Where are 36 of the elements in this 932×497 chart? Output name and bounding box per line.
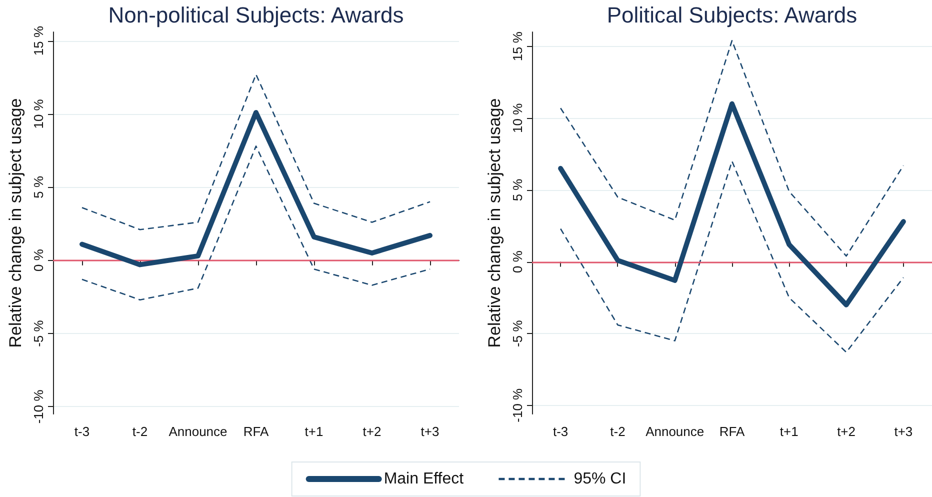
x-tick-label: t-2 xyxy=(132,424,148,439)
legend-label: Main Effect xyxy=(384,470,464,488)
y-tick-label: -10 % xyxy=(31,389,46,424)
x-tick-label: t-3 xyxy=(552,424,568,439)
y-tick-label: 10 % xyxy=(510,102,525,133)
y-tick-label: -5 % xyxy=(31,320,46,347)
y-tick-label: 5 % xyxy=(31,176,46,198)
y-tick-label: 10 % xyxy=(31,98,46,129)
y-axis-title: Relative change in subject usage xyxy=(485,98,504,348)
x-tick-label: RFA xyxy=(243,424,269,439)
x-tick-label: t-2 xyxy=(610,424,626,439)
y-tick-label: -5 % xyxy=(510,320,525,347)
chart-title: Political Subjects: Awards xyxy=(606,2,858,28)
x-tick-label: t+2 xyxy=(362,424,382,439)
line-series xyxy=(560,160,904,353)
y-tick-label: 0 % xyxy=(510,250,525,273)
y-tick-label: 5 % xyxy=(510,178,525,202)
line-series xyxy=(81,146,431,300)
x-tick-label: t+1 xyxy=(304,424,324,439)
y-tick-label: 15 % xyxy=(510,31,525,62)
x-tick-label: t+2 xyxy=(837,424,856,439)
x-tick-label: t-3 xyxy=(74,424,90,439)
x-tick-label: Announce xyxy=(646,424,704,439)
x-tick-label: Announce xyxy=(168,424,228,439)
x-tick-label: t+3 xyxy=(420,424,440,439)
y-tick-label: 0 % xyxy=(31,248,46,272)
x-tick-label: RFA xyxy=(719,424,745,439)
y-axis-title: Relative change in subject usage xyxy=(6,98,26,348)
y-tick-label: -10 % xyxy=(510,388,525,422)
legend-label: 95% CI xyxy=(574,470,626,488)
y-tick-label: 15 % xyxy=(31,26,46,56)
line-series xyxy=(560,40,904,257)
x-tick-label: t+1 xyxy=(780,424,798,439)
chart-title: Non-political Subjects: Awards xyxy=(108,2,404,28)
line-series xyxy=(81,74,431,230)
x-tick-label: t+3 xyxy=(894,424,913,439)
